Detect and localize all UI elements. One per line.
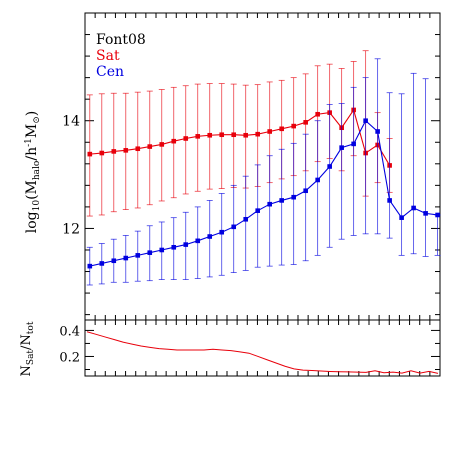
sat-point [195, 134, 201, 139]
ylabel-mid: (M [24, 180, 40, 200]
sat-point [219, 132, 225, 138]
ratio-y-tick-label: 0.2 [59, 350, 80, 365]
cen-point [315, 177, 320, 183]
y-tick-label: 14 [62, 114, 80, 130]
ratio-panel-tick-labels: 0.2 0.4 [59, 324, 80, 365]
legend: Font08 Sat Cen [96, 32, 146, 80]
ratio-y-tick-label: 0.4 [59, 324, 80, 339]
legend-entry-font08: Font08 [96, 32, 146, 48]
sat-point [183, 136, 189, 141]
ylabel-mid2: /h [24, 147, 40, 161]
sat-point [135, 146, 141, 152]
sat-point [315, 111, 320, 117]
ratio-ylabel-sub2: tot [26, 321, 36, 334]
series-cen [86, 58, 441, 286]
cen-point [291, 194, 296, 200]
sat-point [87, 151, 93, 157]
cen-point [339, 145, 344, 150]
sat-point [171, 138, 177, 144]
main-panel-frame [84, 12, 441, 321]
cen-point [387, 198, 392, 203]
main-panel: 12 14 Font08 Sat Cen log10(Mhalo/h-1M⊙) [24, 12, 441, 321]
cen-point [243, 216, 249, 222]
cen-line [89, 119, 438, 267]
sat-point [255, 131, 261, 137]
cen-point [135, 253, 141, 258]
cen-point [363, 118, 368, 124]
sat-point [123, 148, 129, 153]
ylabel-sup: -1 [24, 138, 34, 147]
sat-point [159, 142, 165, 147]
ratio-panel-y-axis-label: NSat/Ntot [19, 321, 36, 376]
ratio-ylabel-prefix: N [19, 365, 34, 376]
main-panel-tick-labels: 12 14 [62, 114, 80, 238]
y-tick-label: 12 [62, 221, 80, 237]
legend-entry-cen: Cen [96, 64, 124, 80]
cen-point [351, 141, 356, 147]
cen-point [411, 205, 416, 211]
cen-point [435, 212, 440, 218]
cen-point [183, 242, 189, 247]
cen-point [279, 198, 284, 203]
sat-point [243, 132, 249, 138]
sat-point [231, 132, 237, 138]
ylabel-mid3: M [24, 124, 40, 138]
cen-point [231, 224, 237, 230]
ylabel-suffix: ) [24, 111, 40, 116]
cen-point [207, 234, 213, 239]
cen-point [111, 258, 117, 264]
cen-point [267, 201, 272, 207]
cen-point [159, 247, 165, 253]
ratio-ylabel-mid: /N [19, 334, 34, 350]
main-panel-series [86, 50, 441, 286]
sat-point [99, 150, 105, 156]
ratio-panel-ticks [84, 320, 441, 376]
sat-point [111, 149, 117, 154]
sat-point [147, 144, 153, 149]
cen-point [123, 255, 129, 261]
cen-point [99, 261, 105, 266]
sat-point [303, 120, 308, 125]
cen-point [147, 250, 153, 255]
sat-point [207, 132, 213, 138]
sat-point [291, 123, 296, 129]
cen-point [255, 208, 261, 213]
ratio-line [86, 331, 439, 374]
sat-point [267, 129, 272, 134]
sat-line [89, 108, 391, 166]
legend-entry-sat: Sat [96, 48, 120, 64]
ratio-ylabel-sub1: Sat [26, 350, 36, 366]
sat-point [279, 126, 284, 132]
cen-point [399, 215, 404, 220]
ylabel-sub2: halo [32, 161, 42, 180]
main-panel-y-axis-label: log10(Mhalo/h-1M⊙) [24, 111, 42, 233]
main-panel-ticks [84, 13, 441, 320]
cen-point [303, 188, 308, 194]
ylabel-sub1: 10 [32, 200, 42, 212]
series-sat [86, 50, 393, 217]
ratio-panel-series [86, 331, 439, 374]
cen-point [327, 164, 332, 169]
cen-point [375, 129, 380, 134]
ratio-panel-frame [84, 319, 441, 377]
cen-point [423, 211, 428, 216]
ratio-panel: 0.2 0.4 NSat/Ntot [19, 319, 441, 377]
cen-point [219, 229, 225, 235]
cen-point [87, 263, 93, 269]
cen-point [195, 238, 201, 244]
ylabel-sub3: ⊙ [32, 116, 42, 124]
ylabel-prefix: log [24, 211, 40, 233]
cen-point [171, 244, 177, 250]
